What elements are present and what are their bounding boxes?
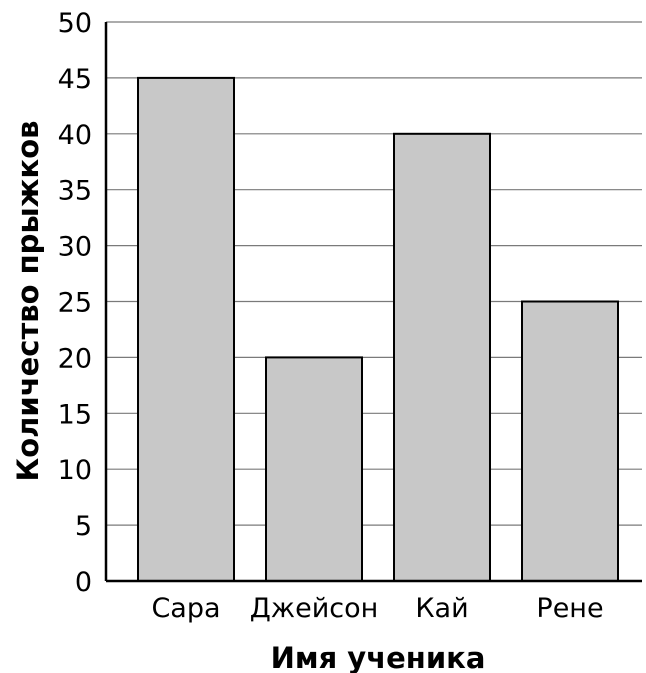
bar [265, 356, 363, 582]
x-category-label: Сара [151, 593, 220, 624]
y-tick-label: 30 [58, 232, 92, 263]
y-tick-label: 0 [75, 567, 92, 598]
axes [104, 22, 642, 583]
bar [393, 132, 491, 583]
y-tick-label: 25 [58, 288, 92, 319]
bar [521, 300, 619, 582]
x-category-label: Рене [536, 593, 603, 624]
y-tick-label: 10 [58, 455, 92, 486]
x-category-label: Джейсон [250, 593, 379, 624]
bar [137, 76, 235, 583]
y-tick-label: 40 [58, 120, 92, 151]
y-tick-labels: 0 5 10 15 20 25 30 35 40 45 50 [58, 8, 92, 598]
x-category-labels: Сара Джейсон Кай Рене [151, 593, 603, 624]
y-tick-label: 50 [58, 8, 92, 39]
y-tick-label: 20 [58, 343, 92, 374]
y-tick-label: 15 [58, 399, 92, 430]
bars [137, 76, 619, 583]
y-tick-label: 5 [75, 511, 92, 542]
y-axis-title: Количество прыжков [11, 121, 45, 482]
x-axis-title: Имя ученика [271, 641, 486, 673]
x-category-label: Кай [415, 593, 468, 624]
y-tick-label: 35 [58, 176, 92, 207]
y-tick-label: 45 [58, 64, 92, 95]
